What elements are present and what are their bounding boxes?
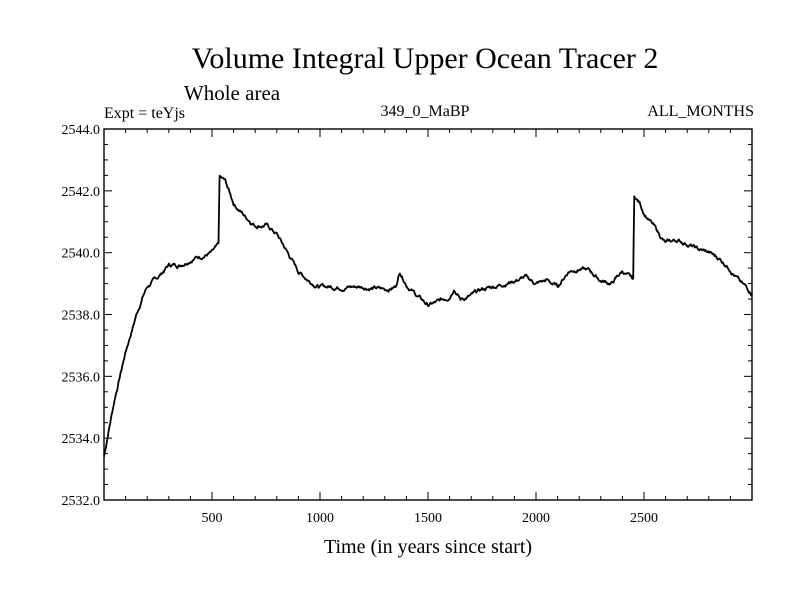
x-tick-label: 500 — [202, 511, 223, 526]
y-tick-label: 2532.0 — [62, 494, 101, 509]
axis-ticks: 2532.0 2534.0 2536.0 2538.0 2540.0 2542.0 2544… — [62, 123, 752, 526]
chart-subtitle: Whole area — [184, 81, 281, 105]
series-group — [103, 174, 753, 457]
y-tick-label: 2540.0 — [62, 247, 101, 262]
x-tick-label: 2500 — [630, 511, 658, 526]
y-tick-label: 2544.0 — [62, 123, 101, 138]
x-tick-label: 2000 — [522, 511, 550, 526]
experiment-label: Expt = teYjs — [104, 105, 185, 122]
period-label: 349_0_MaBP — [381, 103, 470, 120]
series-line — [103, 174, 753, 457]
y-tick-label: 2542.0 — [62, 185, 101, 200]
y-tick-label: 2538.0 — [62, 309, 101, 324]
months-label: ALL_MONTHS — [647, 103, 754, 120]
x-tick-label: 1000 — [306, 511, 334, 526]
plot-frame — [103, 128, 753, 501]
x-axis-label: Time (in years since start) — [324, 536, 532, 558]
x-tick-label: 1500 — [414, 511, 442, 526]
y-tick-label: 2536.0 — [62, 370, 101, 385]
y-tick-label: 2534.0 — [62, 432, 101, 447]
chart-title: Volume Integral Upper Ocean Tracer 2 — [192, 42, 659, 75]
